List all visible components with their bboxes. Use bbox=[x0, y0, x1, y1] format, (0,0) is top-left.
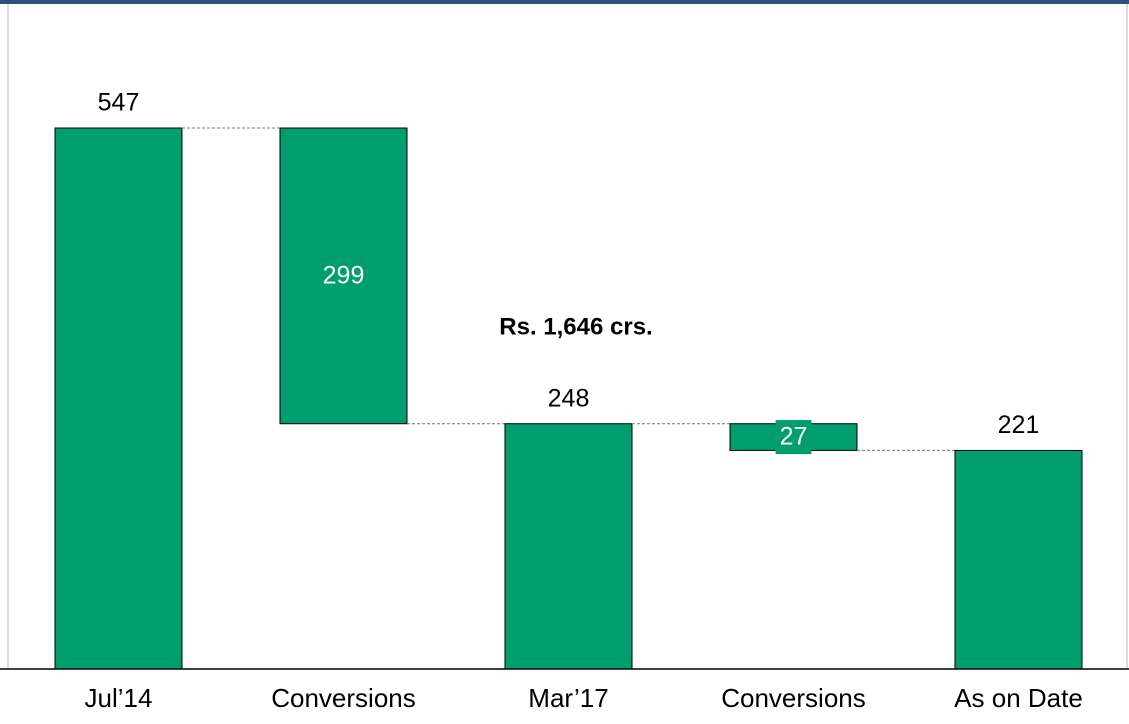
value-label-bg bbox=[775, 420, 812, 455]
annotation: Rs. 1,646 crs. bbox=[499, 313, 652, 340]
top-border bbox=[0, 0, 1129, 4]
value-label: 221 bbox=[998, 411, 1040, 439]
bar bbox=[504, 423, 633, 670]
x-tick-label: Conversions bbox=[721, 683, 866, 713]
x-tick-label: Conversions bbox=[271, 683, 416, 713]
bar bbox=[954, 449, 1083, 670]
value-label: 27 bbox=[780, 423, 808, 451]
x-tick-label: Mar’17 bbox=[528, 683, 608, 713]
x-tick-label: Jul’14 bbox=[85, 683, 153, 713]
bar bbox=[54, 127, 183, 670]
value-label: 547 bbox=[98, 89, 140, 117]
value-label: 299 bbox=[323, 261, 365, 289]
bar bbox=[279, 127, 408, 425]
value-label: 248 bbox=[548, 384, 590, 412]
x-tick-label: As on Date bbox=[954, 683, 1083, 713]
